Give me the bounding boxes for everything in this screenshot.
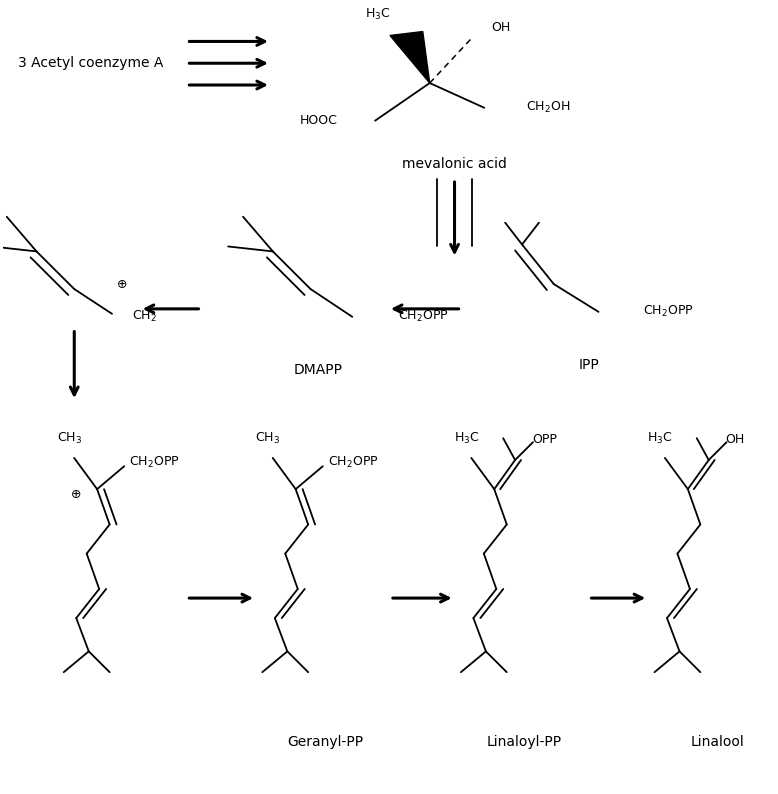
Text: HOOC: HOOC [300, 114, 338, 127]
Text: CH$_3$: CH$_3$ [255, 431, 280, 446]
Text: Linalool: Linalool [691, 734, 745, 749]
Text: $\oplus$: $\oplus$ [116, 278, 128, 291]
Text: CH$_2$: CH$_2$ [131, 309, 156, 324]
Text: DMAPP: DMAPP [294, 364, 343, 377]
Text: CH$_2$OPP: CH$_2$OPP [328, 455, 378, 470]
Text: OPP: OPP [532, 433, 557, 446]
Text: Geranyl-PP: Geranyl-PP [287, 734, 363, 749]
Text: CH$_2$OPP: CH$_2$OPP [643, 304, 694, 319]
Text: CH$_2$OH: CH$_2$OH [526, 100, 570, 115]
Text: $\oplus$: $\oplus$ [69, 488, 81, 500]
Text: CH$_2$OPP: CH$_2$OPP [398, 309, 449, 324]
Text: Linaloyl-PP: Linaloyl-PP [486, 734, 562, 749]
Text: OH: OH [726, 433, 745, 446]
Text: 3 Acetyl coenzyme A: 3 Acetyl coenzyme A [18, 56, 163, 70]
Text: OH: OH [491, 21, 510, 34]
Text: IPP: IPP [578, 358, 599, 372]
Text: CH$_2$OPP: CH$_2$OPP [129, 455, 180, 470]
Text: H$_3$C: H$_3$C [647, 431, 673, 446]
Text: mevalonic acid: mevalonic acid [402, 157, 507, 172]
Polygon shape [390, 32, 429, 83]
Text: H$_3$C: H$_3$C [454, 431, 479, 446]
Text: CH$_3$: CH$_3$ [57, 431, 82, 446]
Text: H$_3$C: H$_3$C [366, 6, 391, 21]
